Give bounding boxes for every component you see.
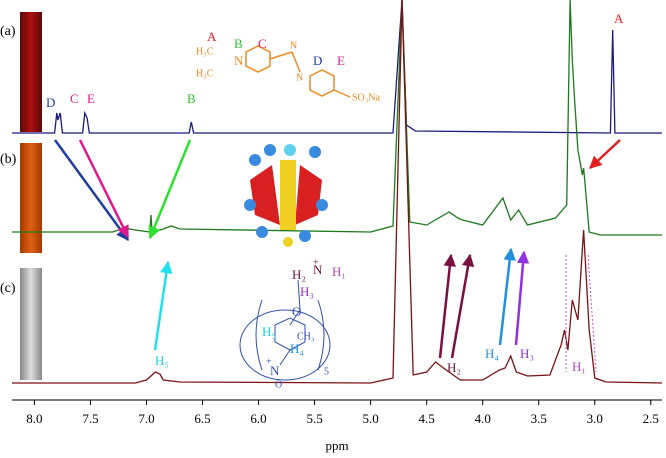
annotation: O (275, 379, 282, 390)
x-tick-label: 7.0 (138, 411, 154, 426)
annotation: H₅ (262, 324, 276, 339)
peak-labels: A D C E B H₂ H₄ H₃ H₁ H₅ (46, 11, 624, 375)
x-tick-label: 4.5 (419, 411, 435, 426)
annotation: H₂ (447, 360, 461, 375)
x-tick-label: 3.5 (531, 411, 547, 426)
molecular-model (244, 144, 328, 247)
guide-line (587, 254, 597, 373)
annotation: C (70, 91, 79, 106)
vial-photo (20, 143, 42, 253)
x-tick-label: 2.5 (643, 411, 659, 426)
annotation: N (270, 363, 280, 378)
x-axis-label: ppm (325, 438, 348, 453)
x-tick-label: 8.0 (26, 411, 42, 426)
annotation: A (614, 11, 624, 26)
annotation: H₅ (155, 353, 169, 368)
structure-c-labels: H₂ N + H₁ H₃ O H₅ H₄ CH₃ 5 N + O (262, 257, 346, 390)
annotation: N (313, 262, 323, 277)
panel-label: (a) (0, 24, 16, 39)
structure-a-labels: A H₃C H₃C N B C N N D E SO₃Na (196, 29, 380, 103)
annotation: H₄ (485, 346, 499, 361)
annotation: H₄ (290, 341, 304, 356)
spectrum-line (12, 0, 662, 384)
annotation: B (187, 91, 196, 106)
annotation: C (258, 36, 267, 51)
structure-a (245, 45, 351, 98)
annotation: + (313, 257, 319, 268)
annotation: O (292, 304, 301, 319)
annotation: 5 (324, 366, 329, 377)
annotation: H₃ (520, 346, 534, 361)
annotation: H₃C (196, 68, 214, 79)
annotation: H₃C (196, 46, 214, 57)
annotation: CH₃ (297, 331, 314, 342)
annotation: + (266, 356, 272, 367)
x-tick-label: 5.0 (362, 411, 378, 426)
annotation: D (313, 53, 322, 68)
arrows (53, 139, 621, 359)
annotation: H₁ (332, 264, 346, 279)
annotation: N (296, 72, 303, 83)
x-tick-label: 4.0 (475, 411, 491, 426)
annotation: A (207, 29, 217, 44)
annotation: H₃ (300, 284, 314, 299)
vial-photo (20, 12, 42, 132)
x-tick-label: 5.5 (306, 411, 322, 426)
spectrum-line (12, 0, 662, 134)
panel-label: (c) (0, 281, 16, 296)
vial-photo (20, 268, 42, 380)
x-tick-label: 3.0 (587, 411, 603, 426)
annotation: E (87, 91, 95, 106)
x-tick-label: 7.5 (82, 411, 98, 426)
x-tick-label: 6.5 (194, 411, 210, 426)
annotation: B (234, 36, 243, 51)
x-tick-label: 6.0 (250, 411, 266, 426)
annotation: H₁ (572, 359, 586, 374)
annotation: SO₃Na (352, 92, 380, 103)
annotation: D (46, 95, 55, 110)
panel-label: (b) (0, 152, 17, 167)
annotation: H₂ (292, 267, 306, 282)
annotation: N (234, 53, 244, 68)
annotation: N (290, 40, 297, 51)
annotation: E (337, 53, 345, 68)
structure-c (239, 279, 331, 381)
